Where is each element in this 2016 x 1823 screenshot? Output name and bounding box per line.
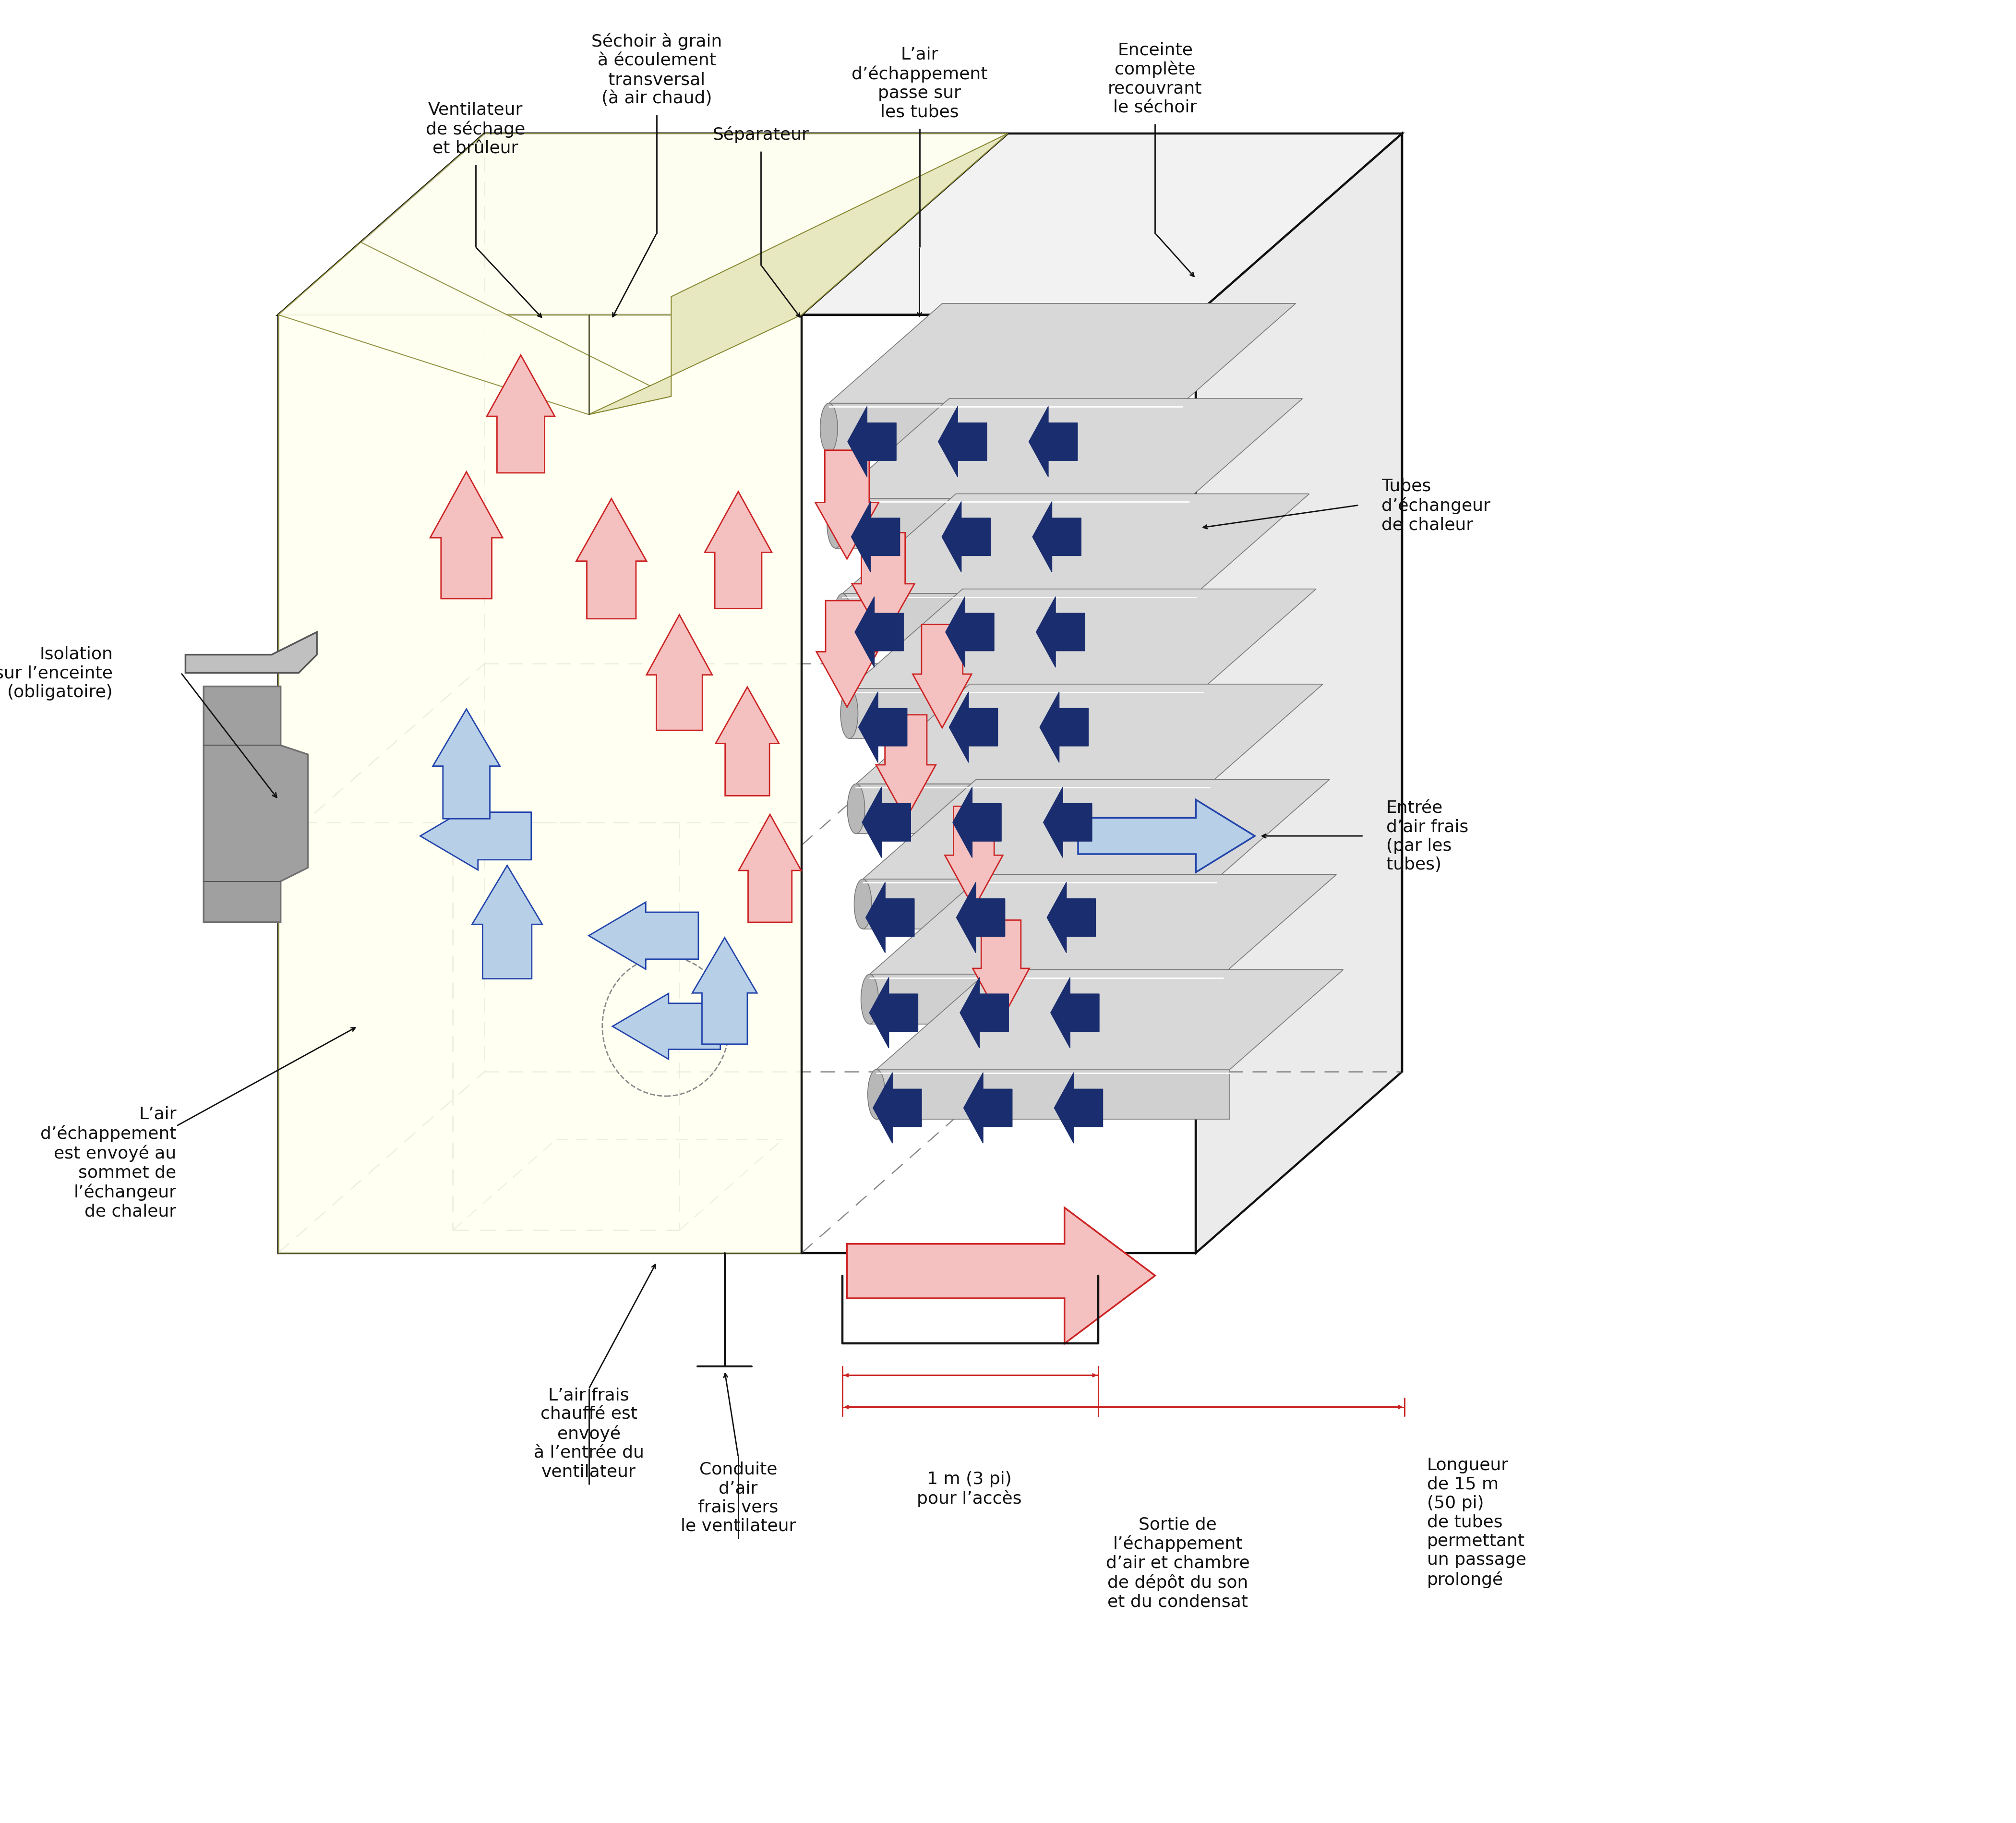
Polygon shape [843,494,1308,594]
Polygon shape [1036,596,1085,667]
Polygon shape [816,602,877,707]
Text: Ventilateur
de séchage
et brûleur: Ventilateur de séchage et brûleur [425,102,526,157]
Polygon shape [716,687,778,797]
Ellipse shape [855,879,871,930]
Polygon shape [849,589,1316,689]
Polygon shape [863,780,1331,879]
Ellipse shape [827,500,845,549]
Polygon shape [486,355,554,474]
Text: Conduite
d’air
frais vers
le ventilateur: Conduite d’air frais vers le ventilateur [681,1460,796,1533]
Polygon shape [1032,501,1081,572]
Polygon shape [278,315,802,1252]
Ellipse shape [847,784,865,833]
Polygon shape [837,399,1302,500]
Polygon shape [964,1072,1012,1143]
Text: Séchoir à grain
à écoulement
transversal
(à air chaud): Séchoir à grain à écoulement transversal… [591,33,722,108]
Polygon shape [859,693,907,762]
Polygon shape [419,802,532,870]
Polygon shape [877,970,1343,1070]
Text: L’air
d’échappement
est envoyé au
sommet de
l’échangeur
de chaleur: L’air d’échappement est envoyé au sommet… [40,1107,177,1220]
Polygon shape [877,715,935,819]
Polygon shape [691,937,758,1045]
Polygon shape [1079,800,1254,873]
Polygon shape [613,994,720,1059]
Ellipse shape [821,403,837,454]
Polygon shape [185,633,317,673]
Ellipse shape [867,1070,885,1119]
Polygon shape [589,902,698,970]
Polygon shape [913,625,972,727]
Polygon shape [278,133,1401,315]
Polygon shape [974,921,1030,1021]
Polygon shape [1028,407,1077,478]
Polygon shape [829,403,1181,454]
Polygon shape [1195,133,1401,1252]
Polygon shape [1050,977,1099,1048]
Polygon shape [954,788,1002,859]
Polygon shape [855,596,903,667]
Polygon shape [837,500,1189,549]
Polygon shape [946,806,1002,908]
Polygon shape [956,882,1004,953]
Polygon shape [863,879,1216,930]
Polygon shape [946,596,994,667]
Polygon shape [738,815,800,922]
Ellipse shape [835,594,851,644]
Text: Entrée
d’air frais
(par les
tubes): Entrée d’air frais (par les tubes) [1387,800,1468,873]
Polygon shape [847,1209,1155,1344]
Polygon shape [869,975,1224,1025]
Polygon shape [869,875,1337,975]
Text: 1 m (3 pi)
pour l’accès: 1 m (3 pi) pour l’accès [917,1471,1022,1506]
Polygon shape [829,304,1296,403]
Text: L’air frais
chauffé est
envoyé
à l’entrée du
ventilateur: L’air frais chauffé est envoyé à l’entré… [534,1387,643,1480]
Text: Sortie de
l’échappement
d’air et chambre
de dépôt du son
et du condensat: Sortie de l’échappement d’air et chambre… [1107,1517,1250,1610]
Polygon shape [937,407,986,478]
Text: Enceinte
complète
recouvrant
le séchoir: Enceinte complète recouvrant le séchoir [1109,42,1202,117]
Polygon shape [865,882,915,953]
Polygon shape [873,1072,921,1143]
Polygon shape [706,492,772,609]
Polygon shape [869,977,917,1048]
Polygon shape [950,693,998,762]
Polygon shape [1044,788,1093,859]
Polygon shape [863,788,911,859]
Polygon shape [204,687,308,922]
Polygon shape [1054,1072,1103,1143]
Text: Tubes
d’échangeur
de chaleur: Tubes d’échangeur de chaleur [1381,478,1490,532]
Text: Isolation
sur l’enceinte
(obligatoire): Isolation sur l’enceinte (obligatoire) [0,645,113,700]
Ellipse shape [861,975,879,1025]
Polygon shape [843,594,1195,644]
Polygon shape [278,242,671,416]
Text: Séparateur: Séparateur [714,126,808,142]
Polygon shape [857,784,1210,833]
Polygon shape [849,689,1204,738]
Polygon shape [577,500,647,620]
Polygon shape [857,684,1322,784]
Polygon shape [278,133,1008,315]
Polygon shape [847,407,897,478]
Polygon shape [472,866,542,979]
Ellipse shape [841,689,859,738]
Polygon shape [647,614,712,731]
Polygon shape [960,977,1008,1048]
Polygon shape [941,501,990,572]
Polygon shape [851,501,899,572]
Polygon shape [814,450,879,560]
Text: L’air
d’échappement
passe sur
les tubes: L’air d’échappement passe sur les tubes [851,46,988,120]
Polygon shape [877,1070,1230,1119]
Text: Longueur
de 15 m
(50 pi)
de tubes
permettant
un passage
prolongé: Longueur de 15 m (50 pi) de tubes permet… [1427,1457,1526,1588]
Polygon shape [433,709,500,819]
Polygon shape [589,133,1008,416]
Polygon shape [853,532,915,640]
Polygon shape [429,472,502,600]
Polygon shape [1040,693,1089,762]
Polygon shape [1046,882,1095,953]
Polygon shape [278,315,1195,1252]
